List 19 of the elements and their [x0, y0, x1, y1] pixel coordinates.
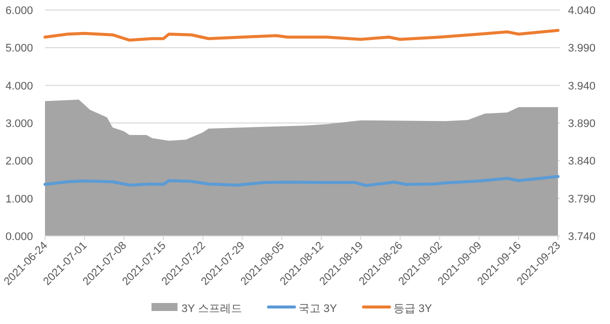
y2-tick-label: 3.840: [568, 156, 596, 168]
y-tick-label: 4.000: [5, 80, 33, 92]
legend-label: 국고 3Y: [298, 303, 338, 315]
y-tick-label: 6.000: [5, 5, 33, 17]
y2-tick-label: 3.940: [568, 80, 596, 92]
line-series: [44, 174, 560, 188]
y-tick-label: 0.000: [5, 231, 33, 243]
y-tick-label: 2.000: [5, 156, 33, 168]
legend-label: 등급 3Y: [394, 303, 433, 315]
legend-label: 3Y 스프레드: [182, 303, 242, 315]
y2-tick-label: 3.740: [568, 231, 596, 243]
line-series: [44, 28, 560, 42]
y2-tick-label: 3.990: [568, 42, 596, 55]
y-tick-label: 1.000: [5, 193, 33, 206]
y2-tick-label: 3.790: [568, 193, 596, 206]
y2-tick-label: 4.040: [568, 5, 596, 17]
y-tick-label: 5.000: [5, 42, 33, 55]
y-tick-label: 3.000: [5, 118, 33, 130]
y2-tick-label: 3.890: [568, 118, 596, 130]
